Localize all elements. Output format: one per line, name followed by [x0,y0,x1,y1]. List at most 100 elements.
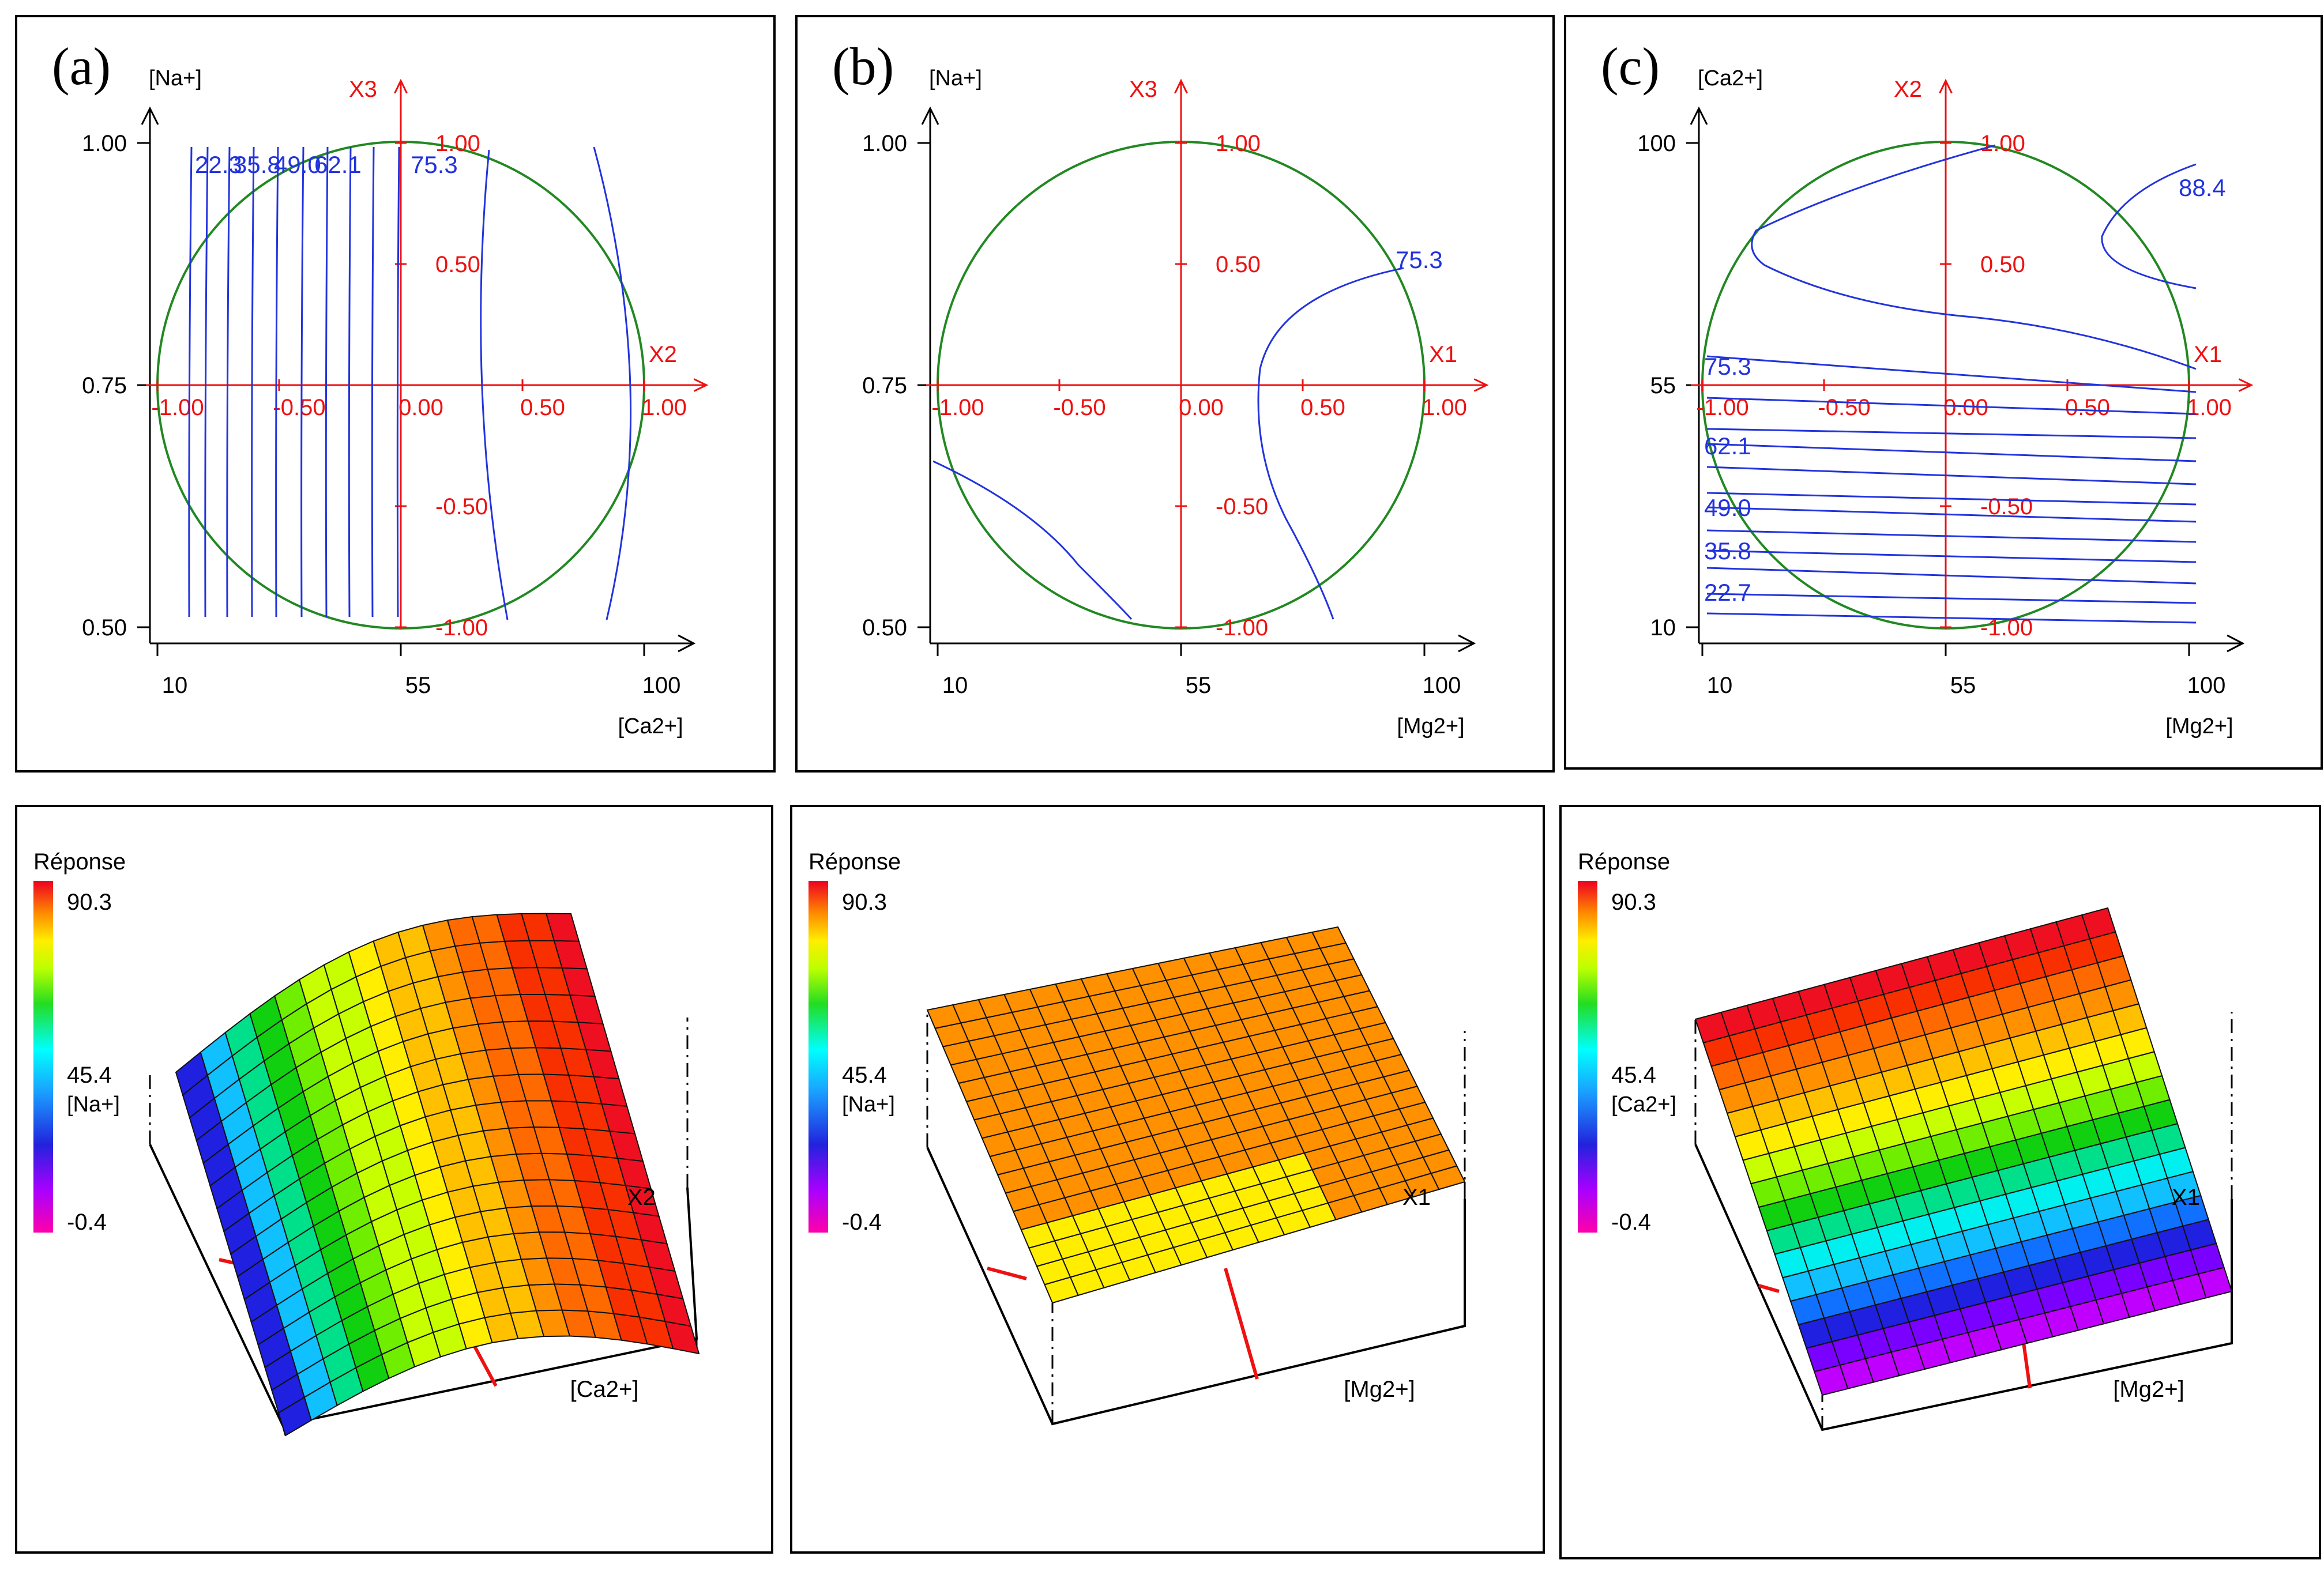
contour-line [1706,567,2197,585]
contour-line [396,146,400,617]
contour-line [2101,163,2197,289]
contour-line [593,146,632,620]
colorbar-mid-label: 45.4 [67,1062,112,1088]
coded-x-tick-label: 0.00 [1179,395,1224,420]
contour-line [480,149,509,620]
x-axis-name: [Mg2+] [1397,714,1464,738]
coded-x-axis-head [693,378,709,392]
surface-center-mark [1224,1268,1259,1380]
contour-label: 62.1 [1704,432,1751,459]
contour-label: 22.7 [1704,579,1751,606]
surface-coded-name: X1 [2172,1185,2200,1210]
coded-x-tick-label: 1.00 [642,395,687,420]
y-tick-label: 10 [1650,615,1676,640]
coded-x-tick-label: -0.50 [1818,395,1870,420]
coded-y-tick-label: 1.00 [1216,131,1261,156]
contour-line [1706,593,2197,604]
coded-x-axis-head [2238,378,2254,392]
y-tick-label: 1.00 [862,131,907,156]
coded-y-name: X2 [1894,77,1922,102]
coded-y-axis-head [1174,78,1188,94]
colorbar-mid-label: 45.4 [842,1062,887,1088]
panel-frame [1564,15,2323,770]
panel-frame [795,15,1555,773]
contour-label: 49.0 [274,151,321,178]
colorbar-min-label: -0.4 [67,1209,107,1235]
colorbar-axis-name: [Ca2+] [1611,1092,1676,1117]
contour-line [325,146,329,617]
coded-x-tick-label: 0.00 [398,395,443,420]
coded-y-tick-label: 1.00 [1980,131,2025,156]
coded-x-tick-label: -1.00 [151,395,204,420]
contour-line [1706,612,2197,624]
y-axis-arrow [921,106,939,125]
x-axis-name: [Ca2+] [618,714,683,738]
colorbar-min-label: -0.4 [842,1209,882,1235]
colorbar-max-label: 90.3 [842,890,887,915]
y-tick-label: 100 [1637,131,1676,156]
coded-x-name: X1 [2194,342,2222,367]
contour-label: 35.8 [234,151,281,178]
colorbar-max-label: 90.3 [67,890,112,915]
y-axis-arrow [141,106,159,125]
contour-line [1706,549,2197,563]
x-tick-label: 10 [1707,673,1733,698]
contour-line [1706,506,2197,523]
coded-x-name: X2 [649,342,677,367]
colorbar-title: Réponse [33,849,126,875]
surface-center-mark [987,1267,1027,1280]
contour-line [1751,144,2197,370]
contour-line [1257,267,1404,620]
colorbar-max-label: 90.3 [1611,890,1656,915]
contour-line [188,146,193,617]
coded-y-tick-label: 0.50 [435,252,480,277]
x-tick-label: 100 [642,673,681,698]
y-tick-label: 1.00 [82,131,127,156]
contour-line [1706,492,2197,506]
contour-panel-a: (a) [Na+] 1.00 0.75 0.50 10 55 100 [Ca2+] X2 X3 -1.… [15,15,776,773]
x-axis-arrow [1458,634,1476,653]
contour-label: 75.3 [1704,353,1751,380]
surface-panel-2: Réponse 90.3 45.4 -0.4 [Na+] [Mg2+] X1 [790,805,1545,1554]
y-tick-label: 0.50 [82,615,127,640]
colorbar [33,881,53,1233]
x-tick-label: 100 [1423,673,1461,698]
contour-label: 75.3 [1396,246,1443,273]
x-axis-name: [Mg2+] [2165,714,2233,738]
coded-x-tick-label: -0.50 [1053,395,1105,420]
surface-coded-name: X1 [1402,1185,1431,1210]
coded-x-name: X1 [1429,342,1457,367]
colorbar-axis-name: [Na+] [842,1092,895,1117]
colorbar [1578,881,1597,1233]
panel-label: (a) [52,37,111,96]
contour-panel-b: (b) [Na+] 1.00 0.75 0.50 10 55 100 [Mg2+] X1 X3 -1.… [795,15,1555,773]
coded-x-tick-label: 0.50 [1300,395,1345,420]
coded-y-tick-label: 0.50 [1980,252,2025,277]
coded-y-name: X3 [1129,77,1157,102]
coded-y-axis-head [1939,78,1953,94]
y-axis-arrow [1690,106,1708,125]
colorbar-title: Réponse [808,849,901,875]
coded-y-tick-label: -1.00 [1216,615,1268,640]
coded-y-tick-label: -0.50 [1216,494,1268,519]
x-axis-arrow [678,634,696,653]
surface-cell [545,913,580,942]
contour-label: 35.8 [1704,537,1751,564]
colorbar-axis-name: [Na+] [67,1092,120,1117]
surface-panel-3: Réponse 90.3 45.4 -0.4 [Ca2+] [Mg2+] X1 [1559,805,2321,1559]
coded-x-tick-label: 1.00 [1422,395,1467,420]
contour-label: 49.0 [1704,494,1751,521]
surface-x-axis-name: [Mg2+] [2113,1377,2184,1402]
coded-x-tick-label: -1.00 [931,395,984,420]
x-tick-label: 55 [405,673,431,698]
y-tick-label: 55 [1650,373,1676,398]
surface-coded-name: X2 [627,1185,656,1210]
contour-line [226,146,231,617]
y-axis-name: [Ca2+] [1698,66,1763,91]
contour-line [251,146,255,617]
contour-line [300,146,304,617]
x-tick-label: 10 [162,673,188,698]
contour-line [1706,443,2197,462]
surface-cell [2081,907,2116,940]
